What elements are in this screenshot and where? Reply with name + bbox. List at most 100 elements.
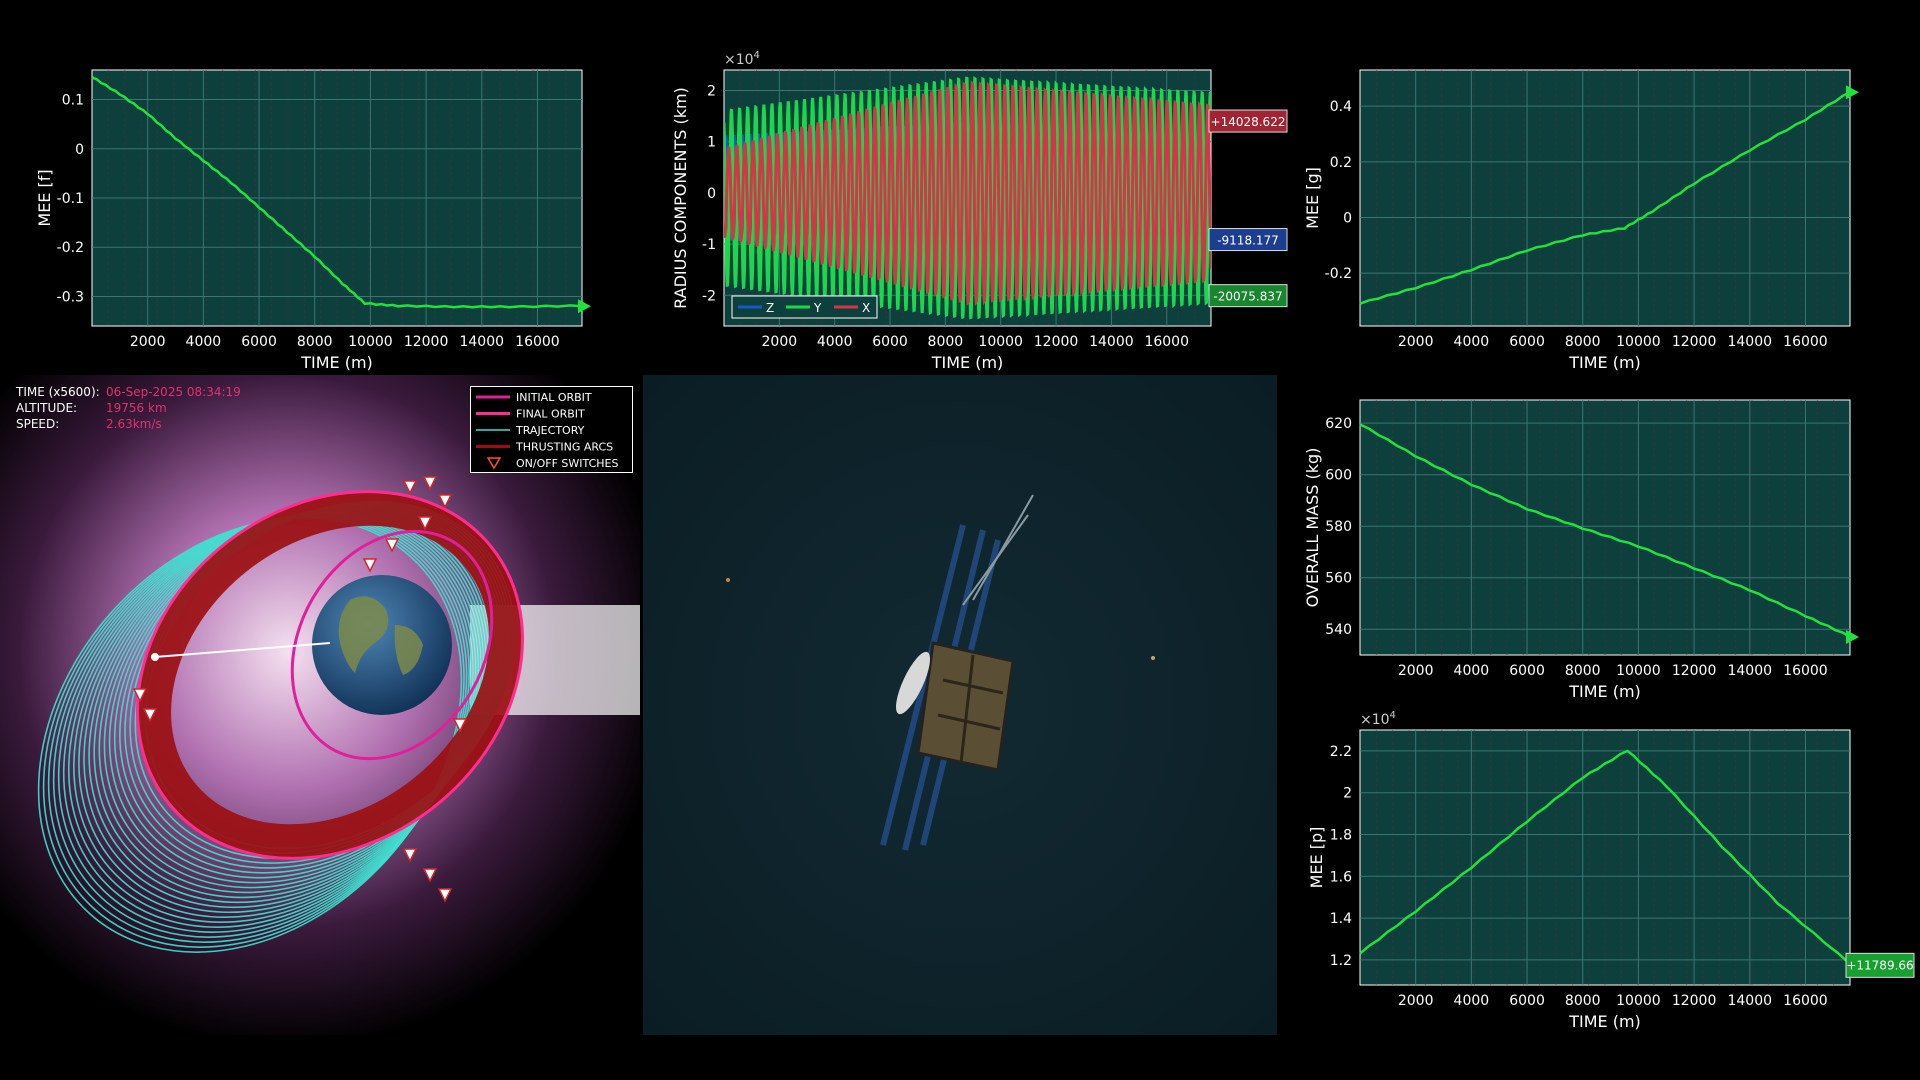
trajectory-ring [93, 508, 491, 899]
end-value-box [1208, 109, 1288, 133]
end-value-box [1208, 228, 1288, 252]
x-tick-label: 12000 [1034, 334, 1079, 350]
antenna-booms [962, 494, 1034, 606]
y-tick-label: 1.4 [1330, 911, 1352, 927]
x-axis-label: TIME (m) [1568, 682, 1641, 701]
y-tick-label: -2 [702, 288, 716, 304]
legend-label-initial: INITIAL ORBIT [516, 391, 592, 404]
x-tick-label: 16000 [1783, 663, 1828, 679]
y-tick-label: -0.3 [57, 289, 84, 305]
y-tick-label: 1.6 [1330, 869, 1352, 885]
grid [1360, 400, 1850, 655]
y-axis-exponent-power: 4 [1390, 710, 1396, 721]
y-axis-exponent: ×104 [1360, 710, 1396, 728]
x-tick-label: 10000 [1616, 334, 1661, 350]
legend-label-trajectory: TRAJECTORY [515, 424, 585, 437]
trajectory-ring [83, 510, 486, 909]
legend-label-y: Y [813, 301, 822, 315]
switch-marker [422, 868, 438, 883]
y-tick-label: -0.2 [57, 240, 84, 256]
switch-marker [437, 494, 453, 509]
y-axis-label: OVERALL MASS (kg) [1303, 448, 1322, 608]
x-tick-label: 14000 [1727, 993, 1772, 1009]
end-marker [1846, 85, 1859, 100]
x-tick-label: 4000 [1454, 993, 1490, 1009]
y-tick-label: 580 [1325, 519, 1352, 535]
x-tick-label: 2000 [1398, 663, 1434, 679]
vertical-reference-lines [1375, 730, 1835, 985]
x-tick-label: 4000 [1454, 663, 1490, 679]
end-marker [578, 299, 591, 314]
y-axis-exponent: ×104 [724, 50, 760, 68]
x-tick-label: 2000 [1398, 334, 1434, 350]
telemetry-readout: TIME (x5600): 06-Sep-2025 08:34:19 ALTITU… [16, 384, 241, 432]
time-value: 06-Sep-2025 08:34:19 [106, 385, 241, 399]
x-tick-label: 8000 [297, 334, 333, 350]
y-axis-exponent-power: 4 [754, 50, 760, 61]
x-tick-label: 4000 [1454, 334, 1490, 350]
y-tick-label: 540 [1325, 622, 1352, 638]
x-tick-label: 8000 [1565, 993, 1601, 1009]
end-value-box [1845, 952, 1915, 978]
legend-swatch-switch [486, 457, 502, 470]
x-tick-label: 14000 [1089, 334, 1134, 350]
x-tick-label: 14000 [459, 334, 504, 350]
y-axis-label: MEE [g] [1303, 167, 1322, 229]
earth-globe [312, 575, 452, 715]
x-tick-label: 6000 [872, 334, 908, 350]
chart-mee-f: 2000 4000 6000 8000 10000 12000 14000 16000 0.1 0… [35, 69, 591, 372]
y-tick-label: 1 [707, 135, 716, 151]
y-tick-label: -0.2 [1325, 266, 1352, 282]
chart-mee-p: 2000 4000 6000 8000 10000 12000 14000 16000 2.2 2… [1307, 710, 1915, 1031]
x-tick-label: 6000 [241, 334, 277, 350]
initial-orbit [290, 529, 494, 761]
legend-label-thrusting: THRUSTING ARCS [515, 441, 613, 454]
chart-mee-g: 2000 4000 6000 8000 10000 12000 14000 16000 0.4 0… [1303, 69, 1859, 372]
x-tick-label: 10000 [978, 334, 1023, 350]
spacecraft-bus [916, 641, 1015, 772]
y-tick-label: -0.1 [57, 191, 84, 207]
series-line [91, 76, 583, 309]
end-value-text: -9118.177 [1217, 234, 1279, 248]
x-tick-label: 2000 [1398, 993, 1434, 1009]
y-tick-label: 1.8 [1330, 828, 1352, 844]
y-tick-label: 1.2 [1330, 953, 1352, 969]
y-tick-label: 0 [75, 142, 84, 158]
x-axis-label: TIME (m) [1568, 353, 1641, 372]
dish-antenna [896, 651, 930, 715]
chart-overall-mass: 2000 4000 6000 8000 10000 12000 14000 16000 620 6… [1303, 399, 1859, 701]
star [726, 578, 730, 582]
switch-marker [362, 558, 378, 573]
x-tick-label: 2000 [762, 334, 798, 350]
y-axis-label: RADIUS COMPONENTS (km) [671, 87, 690, 309]
y-tick-label: 0 [707, 186, 716, 202]
y-tick-label: 2 [1343, 786, 1352, 802]
x-tick-label: 12000 [1672, 334, 1717, 350]
grid [92, 70, 582, 326]
end-value-text: +14028.622 [1211, 115, 1286, 129]
y-tick-label: -1 [702, 237, 716, 253]
x-tick-label: 10000 [1616, 993, 1661, 1009]
y-tick-label: 0.1 [62, 93, 84, 109]
y-tick-label: 0 [1343, 210, 1352, 226]
altitude-label: ALTITUDE: [16, 401, 78, 415]
switch-marker [142, 708, 158, 723]
y-axis-label: MEE [f] [35, 169, 54, 226]
legend-label-switch: ON/OFF SWITCHES [516, 457, 618, 470]
orbit-view [0, 375, 640, 1035]
x-tick-label: 6000 [1509, 993, 1545, 1009]
switch-marker [384, 538, 400, 553]
y-tick-label: 2.2 [1330, 744, 1352, 760]
end-value-label: +14028.622 [1208, 109, 1288, 133]
switch-marker [132, 688, 148, 703]
chart-radius-components: 2000 4000 6000 8000 10000 12000 14000 16000 2 1 0 -… [671, 50, 1288, 372]
x-tick-label: 8000 [928, 334, 964, 350]
switch-marker [402, 480, 418, 495]
end-marker [1846, 629, 1859, 644]
x-tick-label: 16000 [515, 334, 560, 350]
x-tick-label: 10000 [1616, 663, 1661, 679]
onoff-switch-markers [132, 476, 468, 903]
star [1151, 656, 1155, 660]
earth-land [338, 596, 423, 675]
